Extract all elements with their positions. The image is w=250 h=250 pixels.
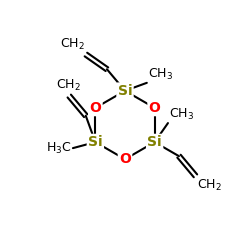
Text: $\mathregular{CH_2}$: $\mathregular{CH_2}$ — [56, 78, 80, 93]
Text: O: O — [119, 152, 131, 166]
Text: $\mathregular{CH_2}$: $\mathregular{CH_2}$ — [60, 37, 85, 52]
Text: Si: Si — [118, 84, 132, 98]
Text: $\mathregular{CH_2}$: $\mathregular{CH_2}$ — [198, 178, 222, 193]
Text: Si: Si — [88, 135, 103, 149]
Text: $\mathregular{CH_3}$: $\mathregular{CH_3}$ — [169, 107, 194, 122]
Text: $\mathregular{CH_3}$: $\mathregular{CH_3}$ — [148, 66, 173, 82]
Text: O: O — [149, 101, 160, 115]
Text: Si: Si — [147, 135, 162, 149]
Text: O: O — [90, 101, 101, 115]
Text: $\mathregular{H_3C}$: $\mathregular{H_3C}$ — [46, 140, 72, 156]
